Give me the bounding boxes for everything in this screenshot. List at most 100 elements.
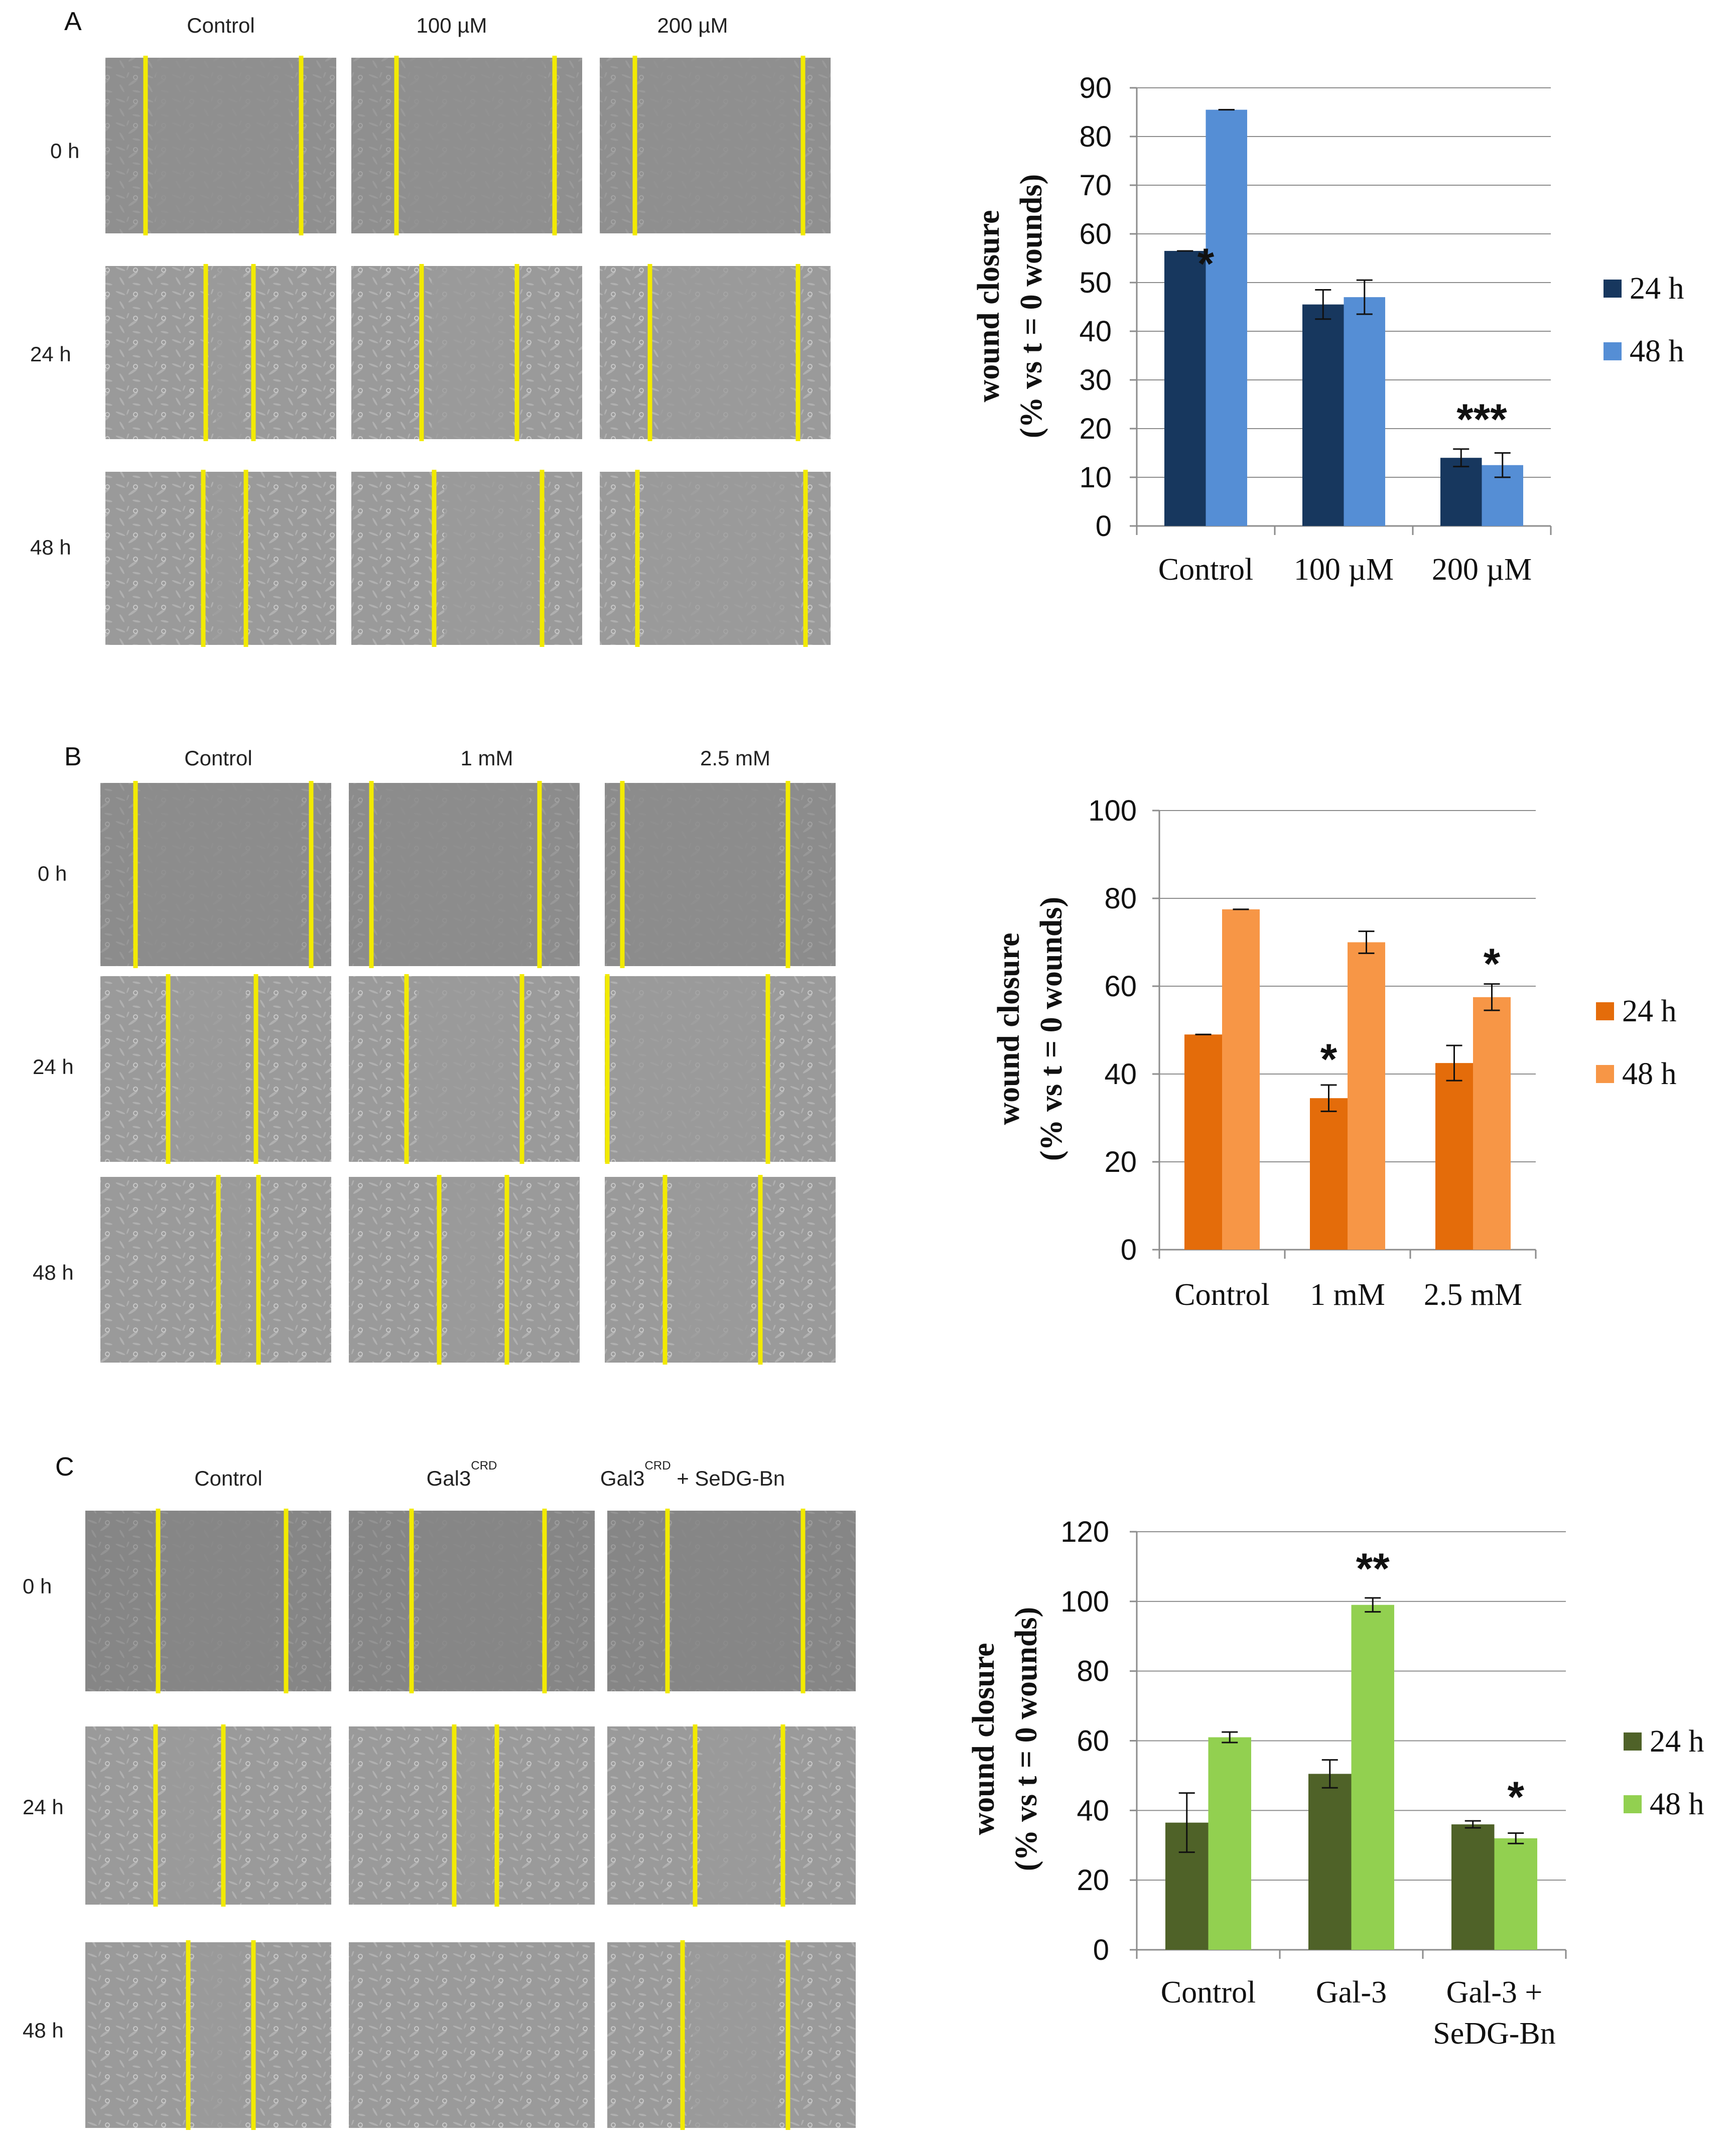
micrograph: [105, 470, 336, 647]
legend-label: 24 h: [1650, 1724, 1704, 1759]
condition-label: 2.5 mM: [700, 746, 770, 770]
timepoint-label: 0 h: [38, 862, 67, 885]
y-tick-label: 50: [1079, 266, 1112, 299]
panel-label: A: [64, 7, 82, 36]
condition-label: Control: [194, 1466, 262, 1490]
condition-superscript: CRD: [645, 1459, 671, 1473]
bar-24h: [1164, 250, 1206, 526]
category-label: 200 µM: [1432, 553, 1532, 587]
category-label: Gal-3: [1316, 1975, 1387, 2010]
bar-24h: [1308, 1774, 1352, 1950]
wound-gap: [617, 976, 758, 1162]
condition-label: Control: [184, 746, 252, 770]
micrograph: [100, 974, 331, 1164]
y-tick-label: 20: [1079, 413, 1112, 445]
bar-24h: [1184, 1034, 1222, 1250]
legend-label: 48 h: [1650, 1787, 1704, 1821]
bar-48h: [1208, 1737, 1251, 1950]
y-axis-title: wound closure: [967, 1643, 1001, 1835]
micrograph-cells: [349, 1942, 595, 2128]
wound-gap: [705, 1726, 773, 1905]
bar-48h: [1351, 1604, 1394, 1950]
y-tick-label: 90: [1079, 72, 1112, 104]
condition-name: 100 µM: [417, 14, 487, 37]
micrograph: [349, 1509, 595, 1693]
condition-label: 1 mM: [461, 746, 513, 770]
chart-b: 0 20 40 60 80 100 * * Control 1 mM 2.5 mM wound clo…: [992, 794, 1677, 1312]
y-axis-subtitle: (% vs t = 0 wounds): [1014, 174, 1048, 438]
wound-gap: [647, 472, 795, 645]
micrograph: [85, 1724, 331, 1907]
micrograph: [349, 1724, 595, 1907]
legend-swatch: [1624, 1795, 1642, 1813]
significance-mark: **: [1356, 1545, 1390, 1593]
wound-gap: [660, 266, 788, 439]
bar-48h: [1206, 109, 1247, 526]
timepoint-label: 24 h: [30, 342, 71, 366]
y-tick-label: 40: [1077, 1794, 1109, 1827]
y-tick-label: 20: [1104, 1146, 1137, 1178]
condition-name: Control: [184, 746, 252, 770]
bar-24h: [1302, 304, 1344, 526]
y-tick-label: 60: [1079, 218, 1112, 250]
condition-label: 100 µM: [417, 14, 487, 37]
legend-swatch: [1624, 1732, 1642, 1751]
wound-gap: [146, 783, 301, 966]
legend-swatch: [1604, 342, 1622, 360]
bar-48h: [1494, 1838, 1537, 1950]
wound-gap: [166, 1726, 213, 1905]
bar-48h: [1348, 942, 1385, 1250]
micrograph: [105, 264, 336, 441]
timepoint-label: 24 h: [33, 1055, 74, 1079]
category-label: SeDG-Bn: [1433, 2017, 1556, 2051]
condition-label: 200 µM: [657, 14, 728, 37]
condition-name: Control: [194, 1466, 262, 1490]
micrograph: [100, 781, 331, 968]
y-axis-subtitle: (% vs t = 0 wounds): [1009, 1607, 1043, 1871]
legend-label: 24 h: [1630, 272, 1684, 306]
micrograph: [105, 56, 336, 235]
wound-gap: [198, 1942, 243, 2128]
condition-label: Gal3CRD: [427, 1459, 497, 1490]
y-tick-label: 20: [1077, 1864, 1109, 1897]
wound-gap: [213, 472, 236, 645]
y-tick-label: 70: [1079, 169, 1112, 202]
condition-name: Gal3: [427, 1466, 471, 1490]
legend-label: 48 h: [1622, 1057, 1677, 1091]
bar-48h: [1473, 997, 1511, 1250]
micrograph: [607, 1724, 856, 1907]
micrograph: [349, 781, 580, 968]
y-axis-subtitle: (% vs t = 0 wounds): [1034, 897, 1069, 1161]
timepoint-label: 48 h: [33, 1261, 74, 1284]
y-tick-label: 0: [1096, 510, 1112, 543]
y-tick-label: 80: [1077, 1655, 1109, 1688]
wound-gap: [464, 1726, 487, 1905]
bar-24h: [1310, 1098, 1348, 1250]
micrograph: [85, 1940, 331, 2130]
micrograph: [349, 974, 580, 1164]
y-tick-label: 60: [1077, 1725, 1109, 1758]
y-tick-label: 0: [1093, 1934, 1109, 1966]
legend-swatch: [1596, 1002, 1614, 1020]
micrograph: [605, 1175, 836, 1365]
condition-name: Gal3: [600, 1466, 645, 1490]
panel-label: C: [55, 1452, 74, 1482]
micrograph: [349, 1942, 595, 2128]
wound-gap: [693, 1942, 778, 2128]
micrograph: [607, 1940, 856, 2130]
y-tick-label: 40: [1079, 315, 1112, 348]
wound-gap: [381, 783, 529, 966]
category-label: Control: [1161, 1975, 1256, 2010]
wound-gap: [632, 783, 778, 966]
micrograph: [605, 974, 836, 1164]
legend-swatch: [1596, 1065, 1614, 1083]
micrograph: [351, 470, 582, 647]
wound-gap: [228, 1177, 248, 1363]
timepoint-label: 48 h: [23, 2019, 64, 2042]
y-tick-label: 30: [1079, 364, 1112, 396]
micrograph: [100, 1175, 331, 1365]
wound-gap: [422, 1511, 535, 1691]
category-label: 100 µM: [1294, 553, 1394, 587]
y-tick-label: 10: [1079, 461, 1112, 494]
